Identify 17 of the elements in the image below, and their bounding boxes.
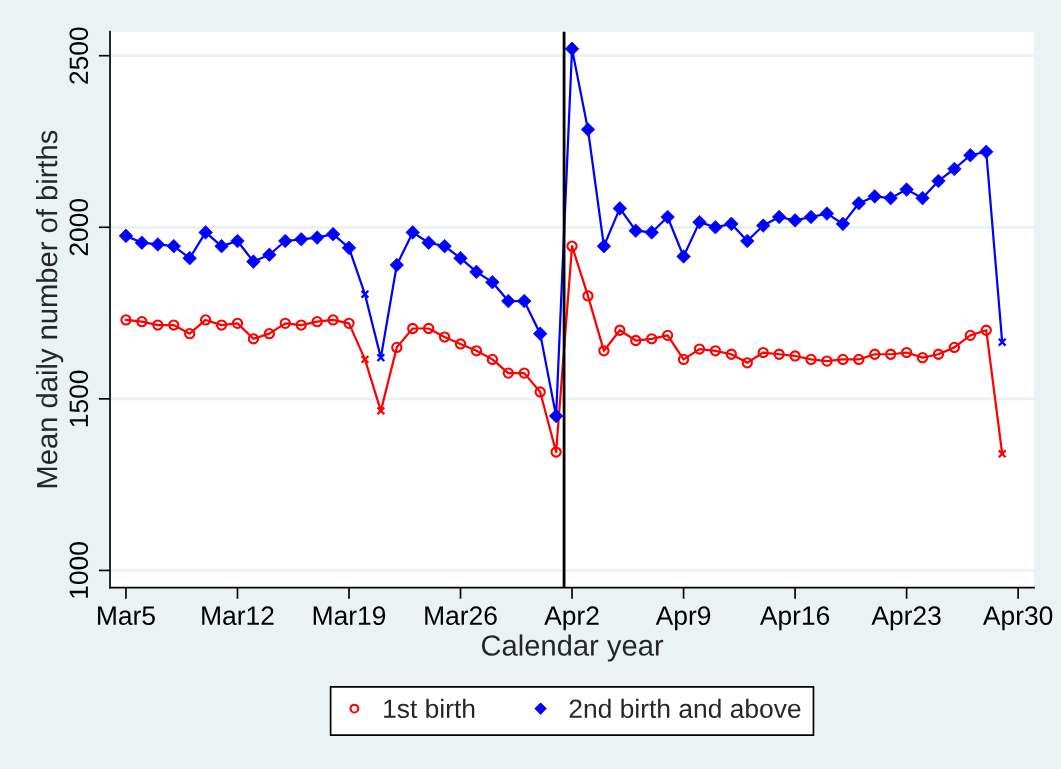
y-tick-label: 2000 (69, 198, 89, 256)
legend-label: 1st birth (384, 698, 475, 719)
x-axis-title: Calendar year (481, 634, 664, 662)
x-tick-label: Mar5 (98, 606, 155, 626)
y-tick-label: 1500 (69, 370, 89, 427)
x-tick-label: Apr30 (982, 606, 1053, 631)
x-tick-label: Apr23 (871, 606, 941, 631)
x-tick-label: Apr9 (655, 606, 711, 631)
y-tick-label: 2500 (69, 27, 89, 84)
y-axis-title: Mean daily number of births (36, 130, 64, 488)
x-tick-label: Apr16 (759, 606, 830, 631)
x-tick-label: Mar12 (202, 606, 274, 626)
x-tick-label: Mar26 (425, 606, 497, 626)
y-tick-label: 1000 (69, 542, 89, 598)
legend-label: 2nd birth and above (569, 698, 801, 719)
x-tick-label: Mar19 (313, 606, 386, 626)
x-tick-label: Apr2 (544, 606, 599, 631)
